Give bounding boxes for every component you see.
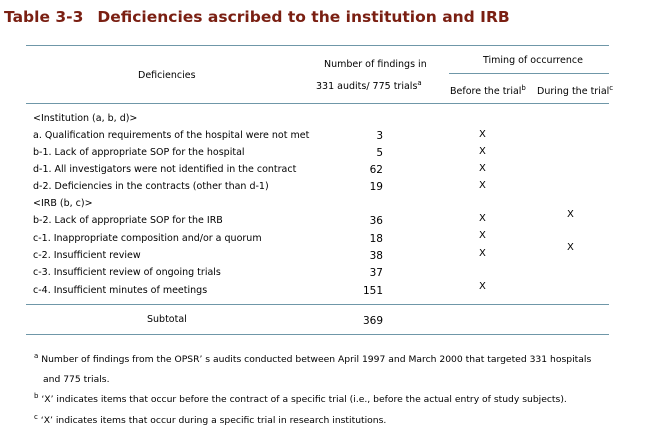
timing-rule bbox=[449, 73, 609, 74]
header-findings-line2: 331 audits/ 775 trialsa bbox=[316, 78, 422, 92]
row-before-mark: X bbox=[479, 248, 486, 259]
subtotal-label: Subtotal bbox=[147, 314, 187, 325]
row-count: 62 bbox=[369, 164, 383, 176]
row-count: 37 bbox=[369, 267, 383, 279]
row-label: c-2. Insufficient review bbox=[33, 250, 141, 261]
row-label: c-3. Insufficient review of ongoing tria… bbox=[33, 267, 221, 278]
footnote-c: c ‘X’ indicates items that occur during … bbox=[34, 412, 387, 426]
footnote-b: b ‘X’ indicates items that occur before … bbox=[34, 391, 567, 405]
row-count: 36 bbox=[369, 215, 383, 227]
row-label: b-2. Lack of appropriate SOP for the IRB bbox=[33, 215, 223, 226]
row-count: 19 bbox=[369, 181, 383, 193]
table-number: Table 3-3 bbox=[4, 8, 84, 26]
header-before-trial: Before the trialb bbox=[450, 83, 526, 97]
row-before-mark: X bbox=[479, 180, 486, 191]
table-title: Table 3-3 Deficiencies ascribed to the in… bbox=[4, 8, 510, 26]
row-before-mark: X bbox=[479, 129, 486, 140]
subtotal-rule bbox=[26, 304, 609, 305]
row-during-mark: X bbox=[567, 209, 574, 220]
row-count: 5 bbox=[376, 147, 383, 159]
row-count: 18 bbox=[369, 233, 383, 245]
group-irb: <IRB (b, c)> bbox=[33, 198, 93, 209]
footnote-a-line2: and 775 trials. bbox=[43, 374, 110, 385]
footnote-a: a Number of findings from the OPSR’ s au… bbox=[34, 351, 592, 365]
header-during-trial: During the trialc bbox=[537, 83, 614, 97]
subtotal-count: 369 bbox=[362, 315, 383, 327]
footnote-mark-c: c bbox=[34, 412, 38, 421]
row-label: d-2. Deficiencies in the contracts (othe… bbox=[33, 181, 269, 192]
footnote-mark-b: b bbox=[34, 391, 39, 400]
footnote-mark-a: a bbox=[34, 351, 39, 360]
bottom-rule bbox=[26, 334, 609, 335]
row-before-mark: X bbox=[479, 146, 486, 157]
row-count: 38 bbox=[369, 250, 383, 262]
row-count: 151 bbox=[362, 285, 383, 297]
row-label: a. Qualification requirements of the hos… bbox=[33, 130, 310, 141]
table-caption: Deficiencies ascribed to the institution… bbox=[97, 8, 510, 26]
row-label: b-1. Lack of appropriate SOP for the hos… bbox=[33, 147, 245, 158]
row-label: c-1. Inappropriate composition and/or a … bbox=[33, 233, 262, 244]
row-before-mark: X bbox=[479, 213, 486, 224]
row-count: 3 bbox=[376, 130, 383, 142]
header-deficiencies: Deficiencies bbox=[138, 70, 196, 81]
group-institution: <Institution (a, b, d)> bbox=[33, 113, 138, 124]
footnote-ref-a: a bbox=[417, 78, 422, 87]
footnote-ref-b: b bbox=[521, 83, 526, 92]
row-before-mark: X bbox=[479, 281, 486, 292]
row-label: c-4. Insufficient minutes of meetings bbox=[33, 285, 208, 296]
top-rule bbox=[26, 45, 609, 46]
header-timing: Timing of occurrence bbox=[483, 55, 583, 66]
row-during-mark: X bbox=[567, 242, 574, 253]
footnote-ref-c: c bbox=[609, 83, 614, 92]
row-label: d-1. All investigators were not identifi… bbox=[33, 164, 297, 175]
row-before-mark: X bbox=[479, 230, 486, 241]
header-findings-line1: Number of findings in bbox=[324, 59, 427, 70]
row-before-mark: X bbox=[479, 163, 486, 174]
header-bottom-rule bbox=[26, 103, 609, 104]
